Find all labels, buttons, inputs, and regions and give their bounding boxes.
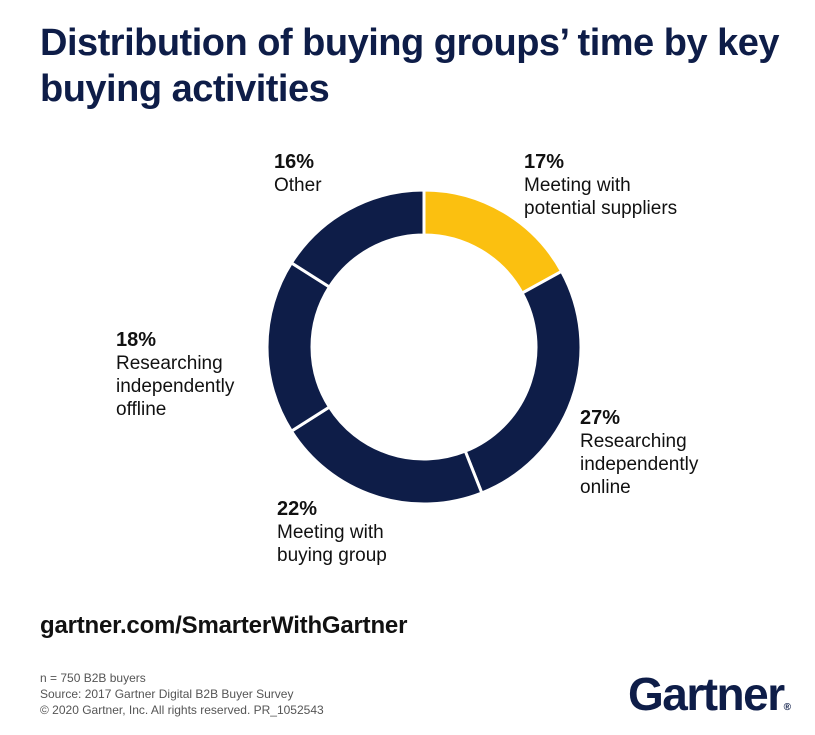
label-researching-offline: 18% Researching independently offline [116,328,234,421]
category-label: Meeting with buying group [277,522,387,566]
value-label: 17% [524,151,565,173]
label-meeting-potential-suppliers: 17% Meeting with potential suppliers [524,150,677,220]
value-label: 18% [116,329,157,351]
value-label: 16% [274,151,315,173]
copyright-note: © 2020 Gartner, Inc. All rights reserved… [40,703,324,717]
chart-title: Distribution of buying groups’ time by k… [40,22,780,110]
category-label: Other [274,175,322,196]
donut-slice-3 [289,404,484,506]
footnotes: n = 750 B2B buyers Source: 2017 Gartner … [40,670,324,718]
category-label: Researching independently offline [116,353,235,420]
gartner-logo: Gartner® [627,668,791,720]
category-label: Meeting with potential suppliers [524,175,678,219]
donut-slice-4 [265,260,332,434]
logo-text: Gartner [627,668,785,720]
value-label: 27% [580,407,621,429]
sample-size-note: n = 750 B2B buyers [40,671,146,685]
label-researching-online: 27% Researching independently online [580,406,698,499]
source-note: Source: 2017 Gartner Digital B2B Buyer S… [40,687,294,701]
label-meeting-buying-group: 22% Meeting with buying group [277,497,387,567]
donut-slice-5 [289,188,426,290]
donut-slice-2 [463,269,583,495]
source-url[interactable]: gartner.com/SmarterWithGartner [40,612,408,639]
value-label: 22% [277,498,318,520]
label-other: 16% Other [274,150,322,197]
category-label: Researching independently online [580,431,699,498]
